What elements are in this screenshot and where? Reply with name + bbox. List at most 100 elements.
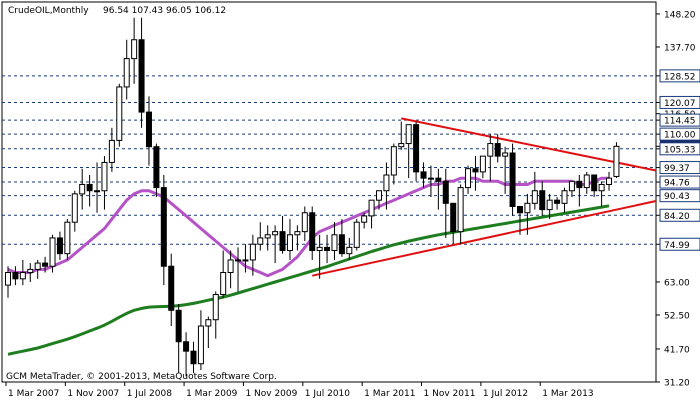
candle[interactable] — [197, 310, 204, 371]
candle[interactable] — [539, 181, 546, 216]
candle[interactable] — [205, 316, 212, 349]
candle[interactable] — [227, 250, 234, 289]
candle[interactable] — [294, 225, 301, 251]
candle-body — [34, 262, 41, 270]
candle[interactable] — [554, 197, 561, 210]
candle[interactable] — [420, 162, 427, 188]
candle[interactable] — [383, 162, 390, 210]
candle[interactable] — [64, 219, 71, 260]
candle[interactable] — [153, 143, 160, 198]
candle[interactable] — [591, 174, 598, 198]
candle[interactable] — [183, 332, 190, 377]
candle[interactable] — [272, 225, 279, 264]
candle[interactable] — [442, 168, 449, 238]
candle[interactable] — [598, 181, 605, 207]
candle-body — [376, 190, 382, 201]
candle[interactable] — [606, 171, 613, 191]
candle-body — [205, 319, 212, 327]
candle[interactable] — [286, 219, 293, 260]
plot-frame — [1, 1, 657, 383]
candle[interactable] — [368, 199, 375, 229]
candle[interactable] — [561, 187, 568, 213]
candle[interactable] — [546, 193, 553, 220]
candle[interactable] — [398, 121, 405, 150]
candle[interactable] — [390, 143, 397, 185]
candle[interactable] — [324, 234, 331, 264]
candle[interactable] — [249, 234, 256, 276]
candle[interactable] — [279, 215, 286, 254]
candle[interactable] — [568, 180, 575, 198]
candle[interactable] — [583, 171, 590, 194]
candle[interactable] — [353, 219, 360, 251]
candle[interactable] — [264, 225, 271, 251]
candle[interactable] — [502, 146, 509, 194]
candle[interactable] — [212, 291, 219, 339]
candle[interactable] — [427, 165, 434, 198]
candle[interactable] — [190, 341, 197, 374]
candle[interactable] — [450, 202, 457, 245]
candle[interactable] — [338, 219, 345, 257]
candle[interactable] — [5, 266, 11, 298]
trendline-support[interactable] — [312, 200, 657, 277]
candle-body — [606, 177, 613, 185]
candle[interactable] — [145, 96, 152, 166]
candle[interactable] — [361, 212, 368, 229]
candle[interactable] — [235, 247, 242, 292]
candle[interactable] — [472, 156, 479, 191]
candle[interactable] — [12, 266, 19, 286]
candle[interactable] — [49, 234, 56, 273]
candle[interactable] — [160, 175, 167, 286]
candle[interactable] — [376, 190, 382, 210]
candle[interactable] — [465, 165, 472, 194]
candle[interactable] — [494, 134, 501, 163]
candle[interactable] — [516, 205, 523, 235]
candle[interactable] — [101, 156, 108, 210]
candle[interactable] — [346, 237, 353, 260]
candle[interactable] — [331, 222, 338, 260]
candle[interactable] — [309, 206, 316, 260]
candle[interactable] — [86, 175, 93, 207]
candle[interactable] — [479, 155, 486, 179]
candle[interactable] — [613, 142, 620, 179]
candle[interactable] — [34, 259, 41, 279]
candle[interactable] — [131, 17, 138, 84]
candle[interactable] — [242, 244, 249, 273]
candle[interactable] — [531, 171, 538, 210]
candle[interactable] — [405, 124, 412, 179]
candle[interactable] — [56, 231, 63, 260]
price-tick-label: 128.52 — [664, 72, 696, 82]
candle[interactable] — [168, 253, 175, 327]
candle[interactable] — [27, 263, 34, 282]
candle-body — [160, 187, 167, 267]
candle[interactable] — [413, 121, 420, 182]
candle[interactable] — [457, 184, 464, 245]
candle[interactable] — [435, 168, 442, 210]
candle-body — [168, 265, 175, 311]
candle[interactable] — [220, 250, 227, 298]
candle[interactable] — [175, 303, 182, 374]
candle[interactable] — [94, 162, 101, 213]
candle[interactable] — [116, 83, 123, 147]
candle[interactable] — [257, 222, 264, 251]
candle[interactable] — [524, 193, 531, 235]
candle[interactable] — [71, 190, 78, 232]
candle[interactable] — [487, 134, 494, 182]
candle-body — [346, 246, 353, 255]
time-axis[interactable]: 1 Mar 2007 1 Nov 2007 1 Jul 2008 1 Mar 2009… — [5, 382, 594, 399]
candle[interactable] — [123, 39, 130, 100]
candle[interactable] — [19, 259, 26, 286]
candle-body — [153, 146, 160, 189]
price-axis[interactable]: 148.20137.70128.52120.07116.50114.45110.… — [656, 10, 700, 389]
candle[interactable] — [316, 234, 323, 279]
candle-body — [331, 234, 338, 252]
candle[interactable] — [42, 256, 49, 273]
candle[interactable] — [108, 127, 115, 172]
candle[interactable] — [301, 206, 308, 242]
candle[interactable] — [509, 143, 516, 216]
candle[interactable] — [138, 17, 145, 128]
candle[interactable] — [576, 175, 583, 207]
candle[interactable] — [79, 168, 86, 210]
candles — [5, 17, 620, 377]
